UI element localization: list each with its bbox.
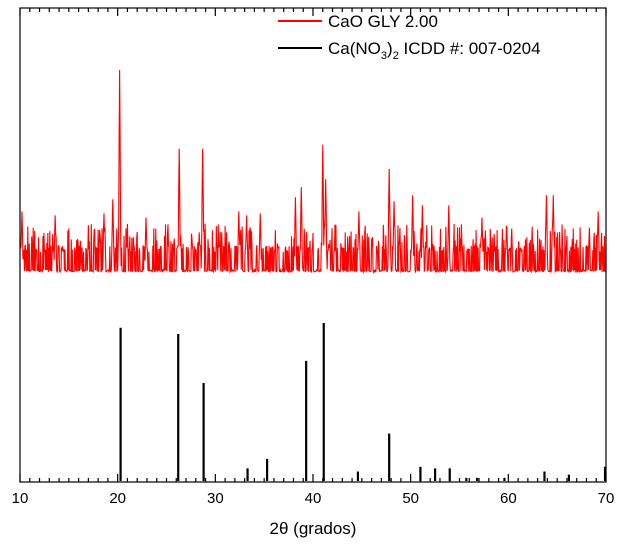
legend-subscript-2: 2	[393, 50, 399, 62]
x-tick-label-70: 70	[598, 490, 615, 507]
legend-subscript-3: 3	[381, 50, 387, 62]
x-tick-label-20: 20	[109, 490, 126, 507]
legend: CaO GLY 2.00 Ca(NO3)2 ICDD #: 007-0204	[278, 12, 541, 62]
legend-label-part-icdd: ICDD #: 007-0204	[399, 39, 541, 58]
legend-label-ca-nitrate: Ca(NO3)2 ICDD #: 007-0204	[328, 39, 541, 62]
ticks-layer: 10 20 30 40 50 60 70	[12, 8, 615, 507]
x-tick-label-30: 30	[207, 490, 224, 507]
series-cao-trace	[19, 69, 607, 275]
x-axis-title: 2θ (grados)	[270, 519, 357, 538]
x-tick-label-40: 40	[305, 490, 322, 507]
x-tick-label-50: 50	[402, 490, 419, 507]
x-tick-label-10: 10	[12, 490, 29, 507]
plot-layer	[19, 69, 607, 481]
x-tick-label-60: 60	[500, 490, 517, 507]
legend-label-part-ca: Ca(NO	[328, 39, 381, 58]
legend-label-cao: CaO GLY 2.00	[328, 12, 438, 31]
legend-label-part-paren: )	[387, 39, 393, 58]
